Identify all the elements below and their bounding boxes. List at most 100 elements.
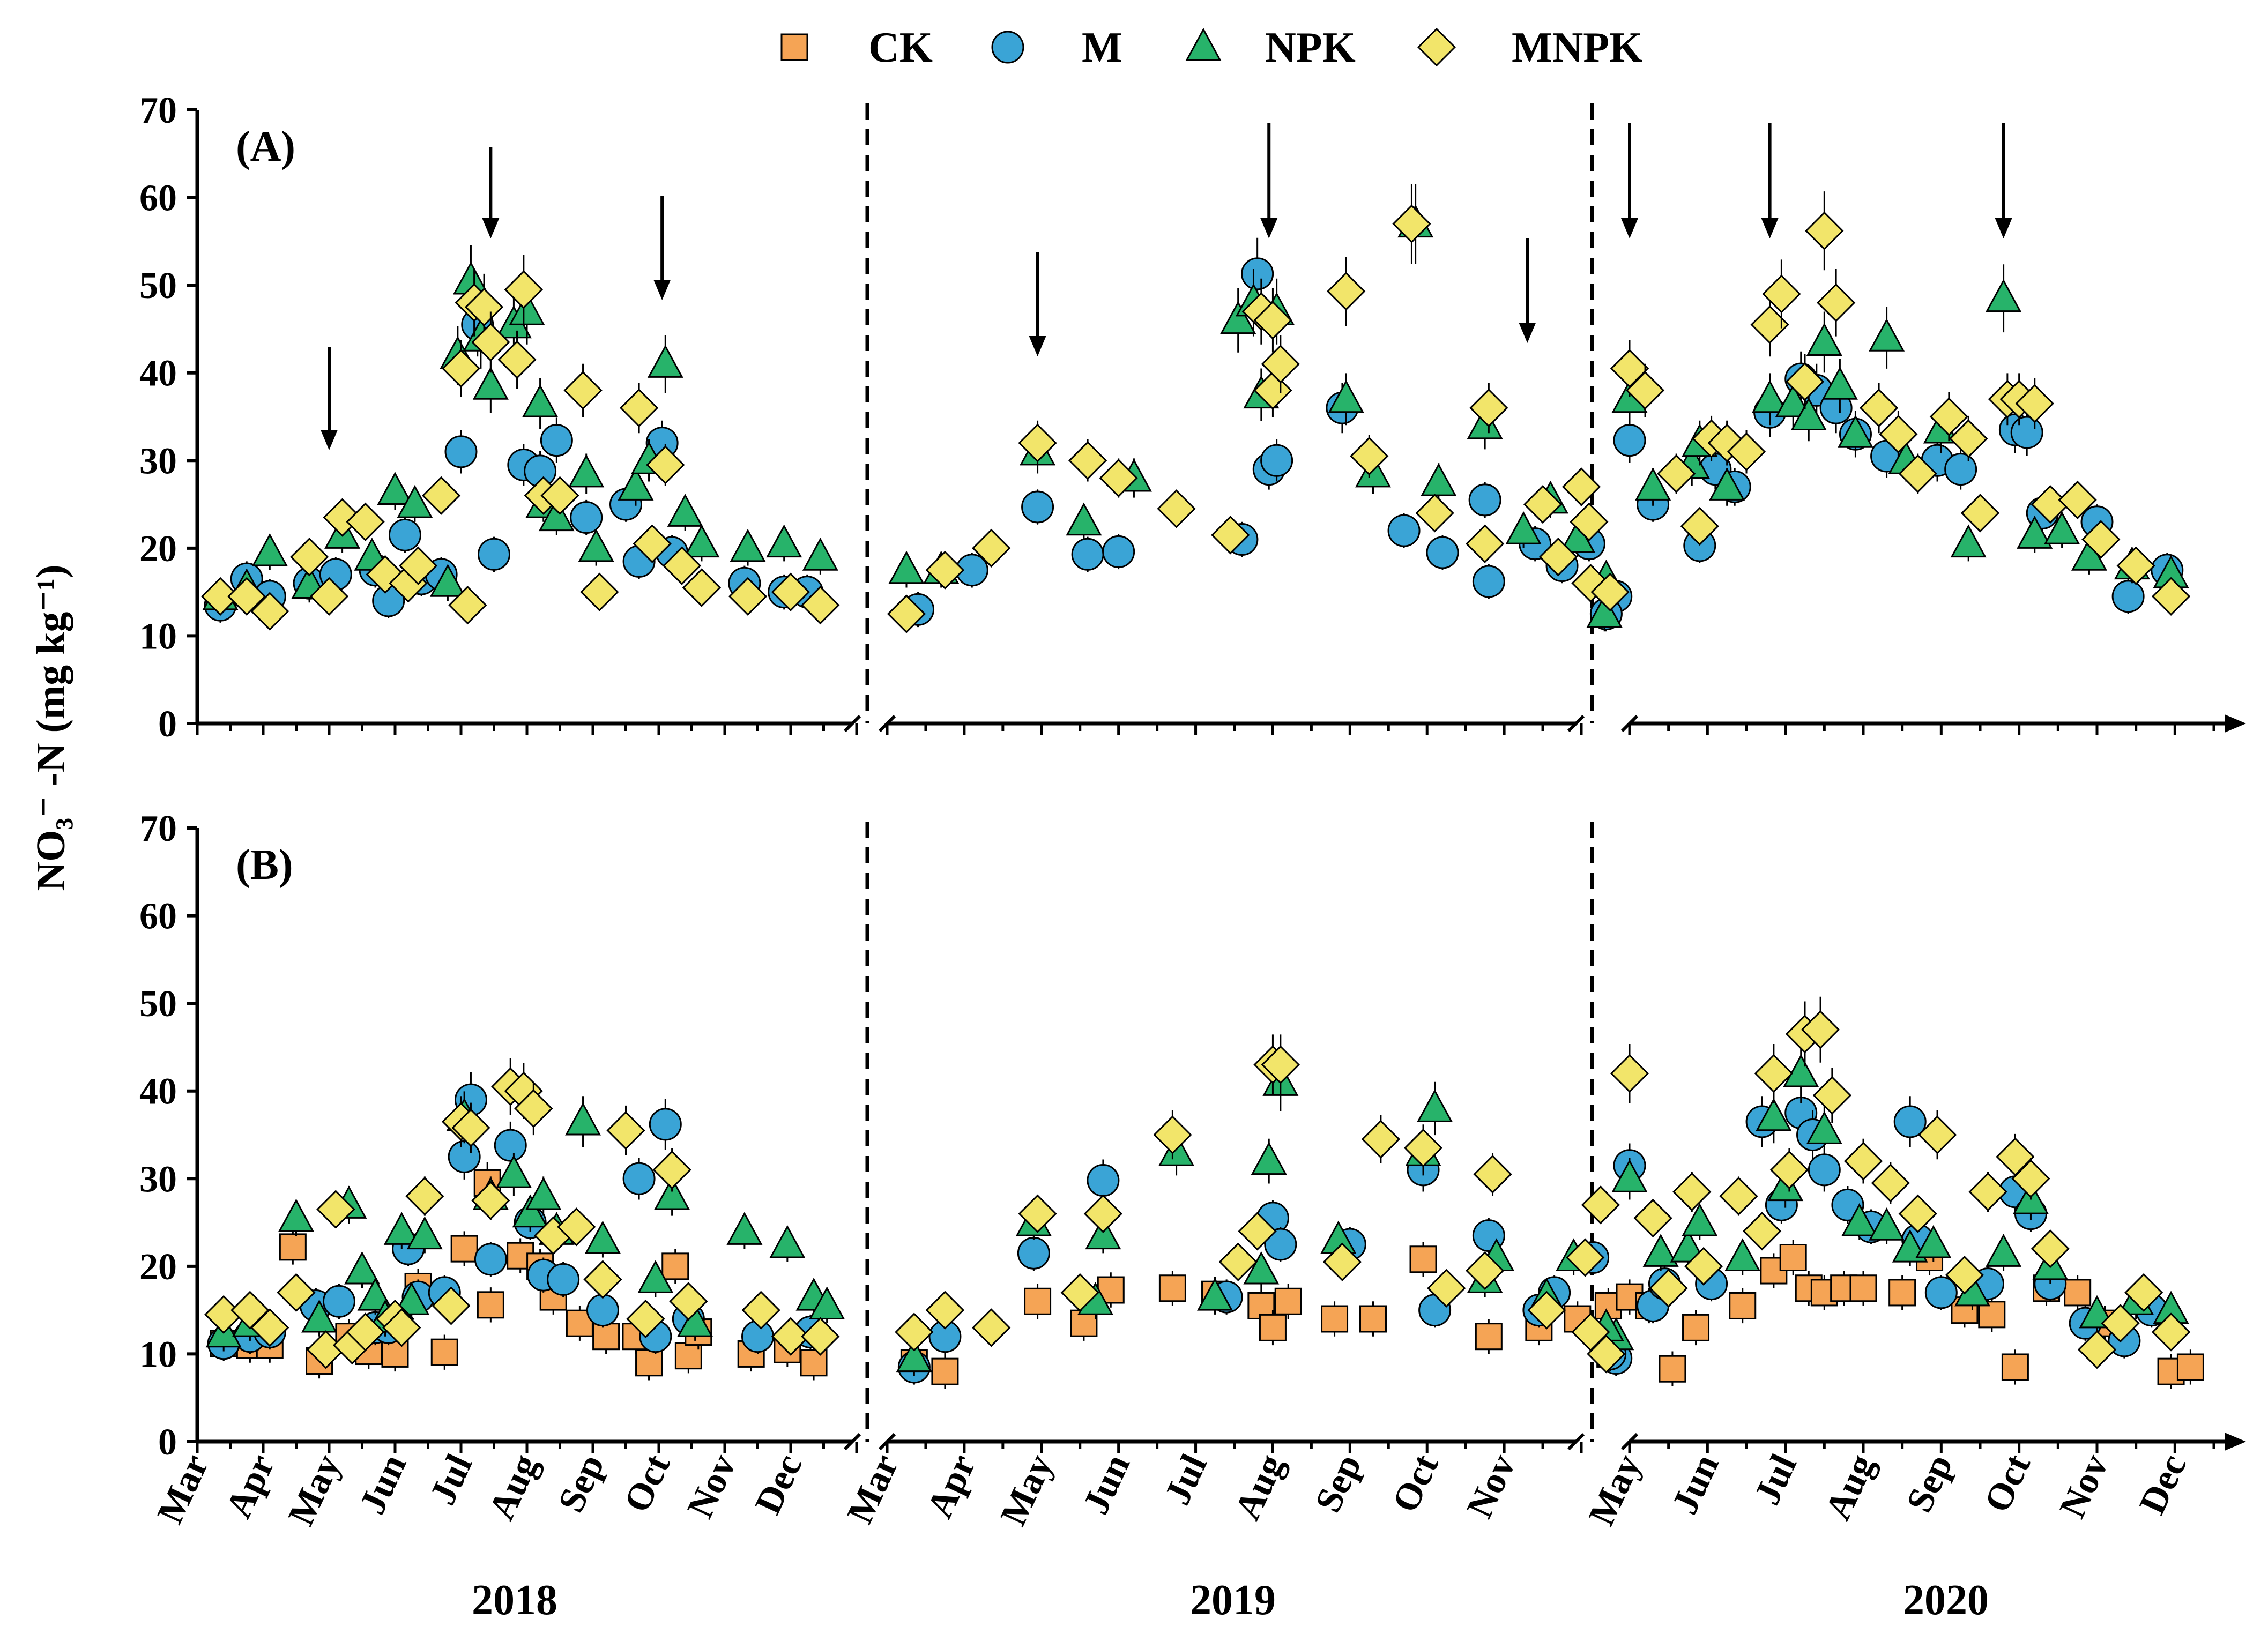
point-m	[622, 1162, 656, 1195]
x-month-label: Jun	[352, 1448, 414, 1520]
axis-break-mark	[843, 1433, 861, 1451]
point-mnpk	[1859, 389, 1899, 428]
point-mnpk	[1218, 1242, 1258, 1281]
point-npk	[1505, 511, 1542, 544]
x-month-label: Nov	[680, 1448, 745, 1524]
fertilization-arrowhead	[653, 280, 671, 300]
x-axis-arrowhead	[2225, 714, 2246, 733]
point-npk	[1806, 323, 1842, 356]
point-mnpk	[1403, 1128, 1443, 1168]
fertilization-arrowhead	[1621, 218, 1638, 238]
point-mnpk	[2077, 1330, 2117, 1369]
axis-break-mark	[843, 714, 861, 733]
point-mnpk	[540, 476, 579, 515]
point-mnpk	[497, 340, 537, 379]
point-npk	[565, 1102, 601, 1136]
point-ck	[1978, 1301, 2006, 1329]
point-mnpk	[1684, 1247, 1723, 1286]
point-npk	[1841, 1203, 1878, 1236]
point-npk	[1775, 384, 1811, 417]
point-mnpk	[1527, 1291, 1566, 1330]
point-npk	[509, 292, 545, 325]
x-month-label: Apr	[919, 1448, 984, 1524]
point-npk	[1783, 1054, 1819, 1087]
point-npk	[251, 533, 288, 566]
point-ck	[1024, 1287, 1052, 1315]
point-ck	[1475, 1323, 1503, 1351]
axis-break-mark	[1567, 1433, 1585, 1451]
point-mnpk	[200, 577, 240, 616]
point-npk	[495, 1154, 532, 1188]
point-mnpk	[771, 1317, 810, 1356]
point-npk	[1682, 1203, 1718, 1236]
point-ck	[674, 1342, 702, 1370]
point-mnpk	[227, 577, 266, 616]
point-ck	[635, 1349, 663, 1377]
point-m	[1613, 424, 1646, 457]
point-npk	[406, 1216, 443, 1250]
point-ck	[1729, 1292, 1757, 1319]
point-mnpk	[1322, 1242, 1362, 1281]
year-label: 2019	[1190, 1577, 1276, 1624]
x-month-label: Mar	[839, 1448, 907, 1530]
legend-label-m: M	[1082, 24, 1122, 71]
point-mnpk	[1843, 1142, 1883, 1181]
point-mnpk	[2081, 520, 2121, 559]
point-m	[1472, 565, 1505, 598]
point-npk	[393, 1282, 430, 1315]
y-tick-label: 0	[158, 1422, 177, 1463]
x-month-label: Sep	[1899, 1448, 1961, 1518]
point-mnpk	[309, 577, 349, 616]
point-mnpk	[1018, 1194, 1057, 1233]
point-npk	[730, 528, 766, 562]
x-month-label: Aug	[481, 1448, 546, 1526]
point-npk	[1724, 1238, 1761, 1271]
point-mnpk	[1727, 432, 1766, 472]
point-mnpk	[801, 1317, 840, 1356]
point-ck	[430, 1338, 458, 1366]
point-npk	[357, 1277, 393, 1311]
point-npk	[1220, 301, 1256, 334]
point-npk	[888, 550, 925, 584]
point-mnpk	[1960, 494, 2000, 533]
point-mnpk	[405, 1176, 444, 1216]
point-mnpk	[514, 1089, 553, 1128]
point-npk	[429, 564, 466, 597]
x-month-label: Nov	[2052, 1448, 2117, 1524]
point-mnpk	[2011, 1159, 2050, 1198]
x-month-label: Aug	[1227, 1448, 1292, 1526]
x-axis-arrowhead	[2225, 1433, 2246, 1451]
point-mnpk	[1625, 371, 1665, 410]
point-mnpk	[1929, 397, 1968, 436]
point-npk	[1869, 1207, 1905, 1241]
point-ck	[2064, 1279, 2092, 1307]
point-mnpk	[606, 1111, 645, 1150]
fertilization-arrowhead	[1260, 218, 1278, 238]
point-mnpk	[289, 538, 329, 577]
point-mnpk	[925, 1291, 965, 1330]
point-npk	[2044, 511, 2080, 544]
legend-label-npk: NPK	[1265, 24, 1356, 71]
point-m	[2010, 416, 2043, 449]
point-npk	[1806, 1111, 1842, 1144]
point-mnpk	[1238, 1212, 1277, 1251]
point-ck	[1359, 1305, 1387, 1333]
point-mnpk	[887, 594, 926, 633]
point-mnpk	[1361, 1120, 1401, 1159]
point-ck	[1274, 1287, 1302, 1315]
point-mnpk	[1805, 211, 1844, 250]
point-npk	[1243, 1251, 1280, 1285]
point-mnpk	[448, 586, 487, 625]
point-mnpk	[1538, 538, 1578, 577]
point-npk	[1635, 467, 1671, 501]
point-ck	[2176, 1353, 2204, 1381]
point-m	[1924, 1276, 1958, 1309]
point-npk	[1837, 415, 1873, 448]
point-npk	[1642, 1234, 1679, 1267]
point-mnpk	[1898, 1194, 1937, 1233]
point-m	[444, 435, 478, 468]
point-mnpk	[1968, 1172, 2007, 1211]
point-npk	[1611, 1159, 1648, 1192]
point-m	[586, 1294, 619, 1327]
